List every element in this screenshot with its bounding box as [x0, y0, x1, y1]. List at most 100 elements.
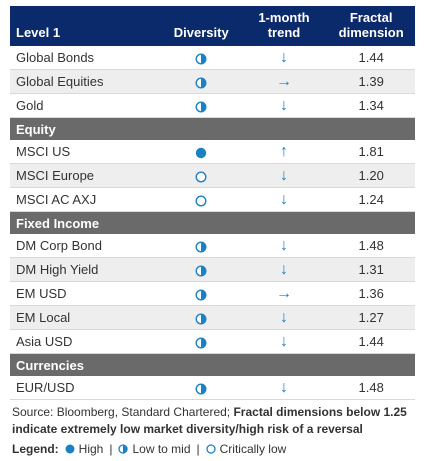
row-diversity [162, 238, 241, 253]
trend-right-arrow-icon: → [275, 284, 292, 302]
row-fractal-value: 1.44 [358, 334, 384, 349]
fractal-dimension-table: Level 1 Diversity 1-month trend Fractal … [10, 6, 415, 400]
row-fractal-value: 1.24 [358, 192, 384, 207]
row-diversity [162, 286, 241, 301]
low-to-mid-diversity-icon [195, 77, 207, 89]
table-row: DM High Yield ↓ 1.31 [10, 258, 415, 282]
header-trend-line2: trend [267, 25, 301, 40]
row-name: MSCI US [16, 144, 71, 159]
section-header: Fixed Income [10, 212, 415, 234]
table-row: Asia USD ↓ 1.44 [10, 330, 415, 354]
row-trend: ↓ [241, 378, 328, 396]
trend-down-arrow-icon: ↓ [279, 378, 288, 396]
legend-low-to-mid-label: Low to mid [132, 442, 191, 456]
row-fractal-value: 1.81 [358, 144, 384, 159]
row-diversity [162, 144, 241, 159]
table-body: Global Bonds ↓ 1.44 Global Equities → 1.39 Gol… [10, 46, 415, 400]
header-trend-line1: 1-month [258, 10, 310, 25]
row-fractal-value: 1.44 [358, 50, 384, 65]
row-trend: ↑ [241, 142, 328, 160]
row-diversity [162, 168, 241, 183]
header-fractal-line1: Fractal [349, 10, 393, 25]
section-header: Equity [10, 118, 415, 140]
row-trend: ↓ [241, 260, 328, 278]
critically-low-diversity-icon [195, 195, 207, 207]
trend-up-arrow-icon: ↑ [279, 142, 288, 160]
trend-right-arrow-icon: → [275, 72, 292, 90]
source-note: Source: Bloomberg, Standard Chartered; F… [12, 404, 417, 438]
low-to-mid-diversity-icon [195, 101, 207, 113]
table-row: Gold ↓ 1.34 [10, 94, 415, 118]
row-trend: ↓ [241, 166, 328, 184]
table-row: EM Local ↓ 1.27 [10, 306, 415, 330]
row-fractal-value: 1.20 [358, 168, 384, 183]
low-to-mid-diversity-icon [195, 313, 207, 325]
row-fractal-value: 1.48 [358, 238, 384, 253]
row-name: EUR/USD [16, 380, 75, 395]
source-bold-text: Fractal dimensions below 1.25 indicate e… [12, 405, 407, 436]
row-name: DM Corp Bond [16, 238, 102, 253]
row-diversity [162, 334, 241, 349]
row-trend: ↓ [241, 308, 328, 326]
legend-high: High [65, 442, 104, 456]
table-row: EM USD → 1.36 [10, 282, 415, 306]
row-name: Global Equities [16, 74, 104, 89]
low-to-mid-diversity-icon [195, 53, 207, 65]
table-row: MSCI Europe ↓ 1.20 [10, 164, 415, 188]
header-diversity: Diversity [173, 25, 229, 40]
row-diversity [162, 74, 241, 89]
table-row: MSCI AC AXJ ↓ 1.24 [10, 188, 415, 212]
header-trend: 1-month trend [241, 10, 328, 46]
trend-down-arrow-icon: ↓ [279, 96, 288, 114]
trend-down-arrow-icon: ↓ [279, 260, 288, 278]
legend-critically-low: Critically low [205, 442, 286, 456]
row-diversity [162, 380, 241, 395]
row-trend: → [241, 284, 328, 302]
critically-low-diversity-icon [205, 444, 216, 454]
low-to-mid-diversity-icon [195, 241, 207, 253]
row-name: Global Bonds [16, 50, 95, 65]
row-fractal-value: 1.39 [358, 74, 384, 89]
row-name: Gold [16, 98, 44, 113]
row-name: EM Local [16, 310, 71, 325]
table-row: Global Bonds ↓ 1.44 [10, 46, 415, 70]
table-row: MSCI US ↑ 1.81 [10, 140, 415, 164]
row-name: MSCI AC AXJ [16, 192, 97, 207]
source-text: Source: Bloomberg, Standard Chartered; [12, 405, 234, 419]
high-diversity-icon [65, 444, 75, 454]
legend-separator: | [109, 442, 113, 456]
row-trend: ↓ [241, 49, 328, 66]
row-fractal-value: 1.36 [358, 286, 384, 301]
row-name: DM High Yield [16, 262, 99, 277]
row-diversity [162, 50, 241, 65]
row-diversity [162, 192, 241, 207]
trend-down-arrow-icon: ↓ [279, 166, 288, 184]
low-to-mid-diversity-icon [195, 337, 207, 349]
trend-down-arrow-icon: ↓ [279, 190, 288, 208]
header-fractal: Fractal dimension [327, 10, 415, 46]
row-name: Asia USD [16, 334, 73, 349]
trend-down-arrow-icon: ↓ [279, 308, 288, 326]
row-diversity [162, 262, 241, 277]
legend-high-label: High [78, 442, 104, 456]
header-level1: Level 1 [16, 25, 61, 40]
row-diversity [162, 310, 241, 325]
legend-low-to-mid: Low to mid [118, 442, 191, 456]
section-header: Currencies [10, 354, 415, 376]
critically-low-diversity-icon [195, 171, 207, 183]
row-trend: ↓ [241, 332, 328, 350]
legend-label: Legend: [12, 442, 59, 456]
row-fractal-value: 1.34 [358, 98, 384, 113]
row-trend: → [241, 72, 328, 90]
row-trend: ↓ [241, 96, 328, 114]
header-fractal-line2: dimension [338, 25, 404, 40]
row-name: EM USD [16, 286, 67, 301]
table-row: Global Equities → 1.39 [10, 70, 415, 94]
row-trend: ↓ [241, 190, 328, 208]
table-row: DM Corp Bond ↓ 1.48 [10, 234, 415, 258]
row-fractal-value: 1.27 [358, 310, 384, 325]
trend-down-arrow-icon: ↓ [279, 332, 288, 350]
low-to-mid-diversity-icon [195, 289, 207, 301]
table-header: Level 1 Diversity 1-month trend Fractal … [10, 6, 415, 46]
high-diversity-icon [196, 147, 207, 158]
